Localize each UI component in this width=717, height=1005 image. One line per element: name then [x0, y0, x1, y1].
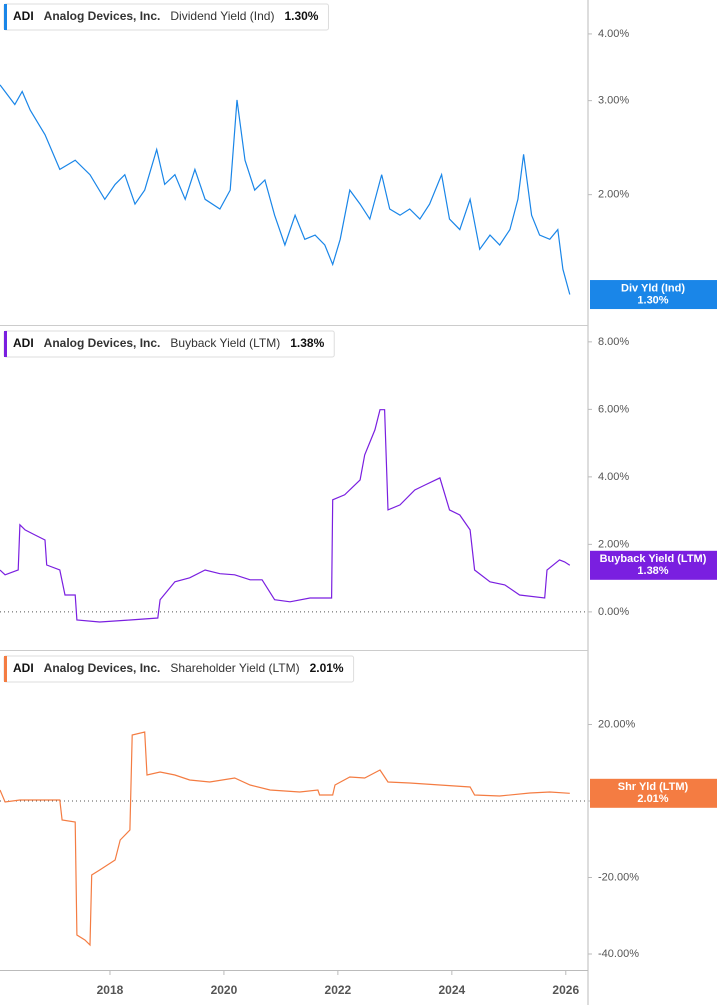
- series-line: [0, 84, 571, 295]
- legend-color: [4, 656, 7, 682]
- x-tick-label: 2022: [325, 983, 352, 997]
- y-tick-label: 6.00%: [598, 403, 629, 415]
- legend-text: Analog Devices, Inc.: [44, 661, 161, 675]
- current-value-badge: [590, 550, 717, 580]
- legend-text: ADI: [13, 661, 34, 675]
- legend-text: 1.30%: [284, 9, 318, 23]
- legend-text: ADI: [13, 9, 34, 23]
- y-tick-label: 4.00%: [598, 471, 629, 483]
- legend-color: [4, 331, 7, 357]
- y-tick-label: 3.00%: [598, 95, 629, 107]
- series-line: [0, 731, 570, 947]
- badge-value: 1.38%: [637, 565, 668, 577]
- current-value-badge: [590, 280, 717, 310]
- x-tick-label: 2020: [211, 983, 238, 997]
- legend-text: Analog Devices, Inc.: [44, 336, 161, 350]
- x-tick-label: 2018: [97, 983, 124, 997]
- badge-name: Div Yld (Ind): [621, 282, 685, 294]
- legend-series-name: Buyback Yield (LTM): [170, 336, 280, 350]
- badge-value: 1.30%: [637, 294, 668, 306]
- y-tick-label: 2.00%: [598, 538, 629, 550]
- y-tick-label: 4.00%: [598, 28, 629, 40]
- y-tick-label: 2.00%: [598, 189, 629, 201]
- y-tick-label: -40.00%: [598, 948, 639, 960]
- series-line: [0, 409, 571, 623]
- legend-text: Analog Devices, Inc.: [44, 9, 161, 23]
- badge-value: 2.01%: [637, 793, 668, 805]
- y-tick-label: 20.00%: [598, 718, 636, 730]
- current-value-badge: [590, 778, 717, 808]
- x-tick-label: 2024: [438, 983, 465, 997]
- y-tick-label: 0.00%: [598, 606, 629, 618]
- legend-text: 2.01%: [310, 661, 344, 675]
- legend-series-name: Dividend Yield (Ind): [170, 9, 274, 23]
- x-tick-label: 2026: [552, 983, 579, 997]
- y-tick-label: 8.00%: [598, 336, 629, 348]
- legend-color: [4, 4, 7, 30]
- legend-text: ADI: [13, 336, 34, 350]
- y-tick-label: -20.00%: [598, 871, 639, 883]
- legend-series-name: Shareholder Yield (LTM): [170, 661, 299, 675]
- badge-name: Buyback Yield (LTM): [600, 553, 707, 565]
- legend-text: 1.38%: [290, 336, 324, 350]
- badge-name: Shr Yld (LTM): [618, 781, 689, 793]
